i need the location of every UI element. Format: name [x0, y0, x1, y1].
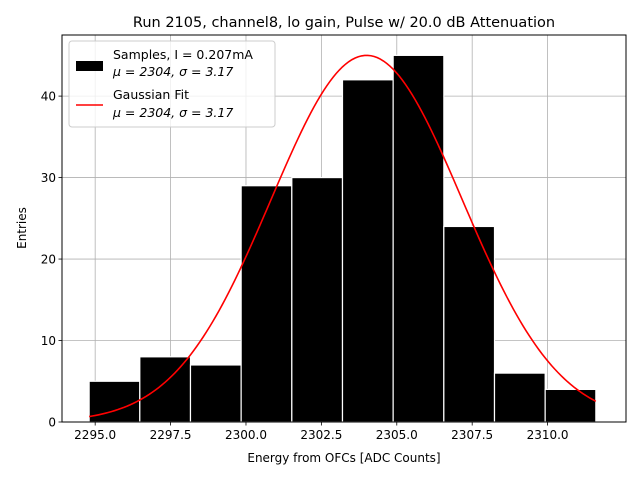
x-tick-label: 2305.0	[376, 428, 418, 442]
x-axis-label: Energy from OFCs [ADC Counts]	[247, 451, 440, 465]
histogram-bars	[88, 54, 597, 423]
y-axis-ticks: 0 10 20 30 40	[41, 90, 62, 430]
histogram-bar	[493, 372, 546, 423]
histogram-bar	[189, 364, 242, 423]
x-tick-label: 2300.0	[225, 428, 267, 442]
chart-title: Run 2105, channel8, lo gain, Pulse w/ 20…	[133, 15, 555, 31]
histogram-bar	[240, 185, 293, 423]
legend-stats-samples: μ = 2304, σ = 3.17	[112, 64, 233, 79]
histogram-bar	[443, 225, 496, 423]
legend: Samples, I = 0.207mA μ = 2304, σ = 3.17 …	[68, 40, 276, 128]
y-tick-label: 0	[48, 416, 56, 430]
x-tick-label: 2302.5	[300, 428, 342, 442]
histogram-bar	[392, 54, 445, 423]
legend-label-fit: Gaussian Fit	[113, 87, 189, 102]
y-tick-label: 40	[41, 90, 56, 104]
legend-box	[68, 40, 276, 128]
y-tick-label: 30	[41, 171, 56, 185]
y-tick-label: 10	[41, 334, 56, 348]
legend-stats-fit: μ = 2304, σ = 3.17	[112, 105, 233, 120]
x-tick-label: 2295.0	[74, 428, 116, 442]
histogram-bar	[139, 356, 192, 423]
plot-frame	[61, 34, 627, 423]
x-tick-label: 2307.5	[451, 428, 493, 442]
gaussian-fit-curve	[89, 54, 597, 418]
x-tick-label: 2310.0	[527, 428, 569, 442]
histogram-bar	[544, 388, 597, 423]
gaussian-fit	[89, 54, 597, 418]
x-tick-label: 2297.5	[150, 428, 192, 442]
legend-swatch-samples	[76, 61, 103, 71]
x-axis-ticks: 2295.0 2297.5 2300.0 2302.5 2305.0 2307.5 2310…	[74, 422, 569, 442]
histogram-bar	[291, 176, 344, 423]
histogram-bar	[341, 79, 394, 423]
y-tick-label: 20	[41, 253, 56, 267]
legend-label-samples: Samples, I = 0.207mA	[113, 47, 253, 62]
y-axis-label: Entries	[15, 207, 29, 249]
